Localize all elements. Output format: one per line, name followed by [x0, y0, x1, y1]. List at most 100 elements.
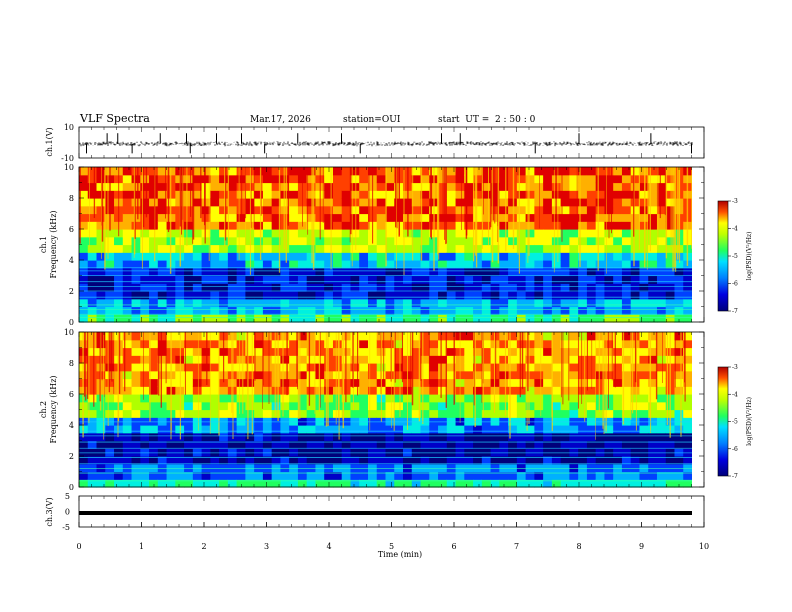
spectrogram-cell	[411, 456, 422, 465]
spectrogram-cell	[315, 479, 325, 488]
spectrogram-cell	[262, 355, 273, 364]
spectrogram-cell	[184, 425, 194, 434]
spectrogram-cell	[114, 425, 124, 434]
spectrogram-cell	[613, 306, 623, 315]
spectrogram-cell	[508, 221, 518, 230]
spectrogram-cell	[271, 252, 282, 261]
spectrogram-cell	[595, 221, 606, 230]
spectrogram-cell	[586, 314, 597, 323]
spectrogram-cell	[359, 339, 369, 349]
spectrogram-cell	[359, 386, 369, 395]
spectrogram-cell	[543, 355, 553, 364]
spectrogram-cell	[166, 440, 176, 449]
spectrogram-cell	[683, 355, 693, 364]
spectrogram-cell	[394, 432, 404, 442]
spectrogram-cell	[630, 417, 641, 426]
spectrogram-cell	[665, 275, 676, 284]
spectrogram-cell	[490, 471, 500, 480]
spectrogram-cell	[525, 347, 535, 356]
spectrogram-cell	[394, 471, 404, 480]
spectrogram-cell	[385, 306, 395, 315]
spectrogram-cell	[481, 283, 492, 292]
spectrogram-cell	[490, 425, 500, 434]
spectrogram-cell	[271, 355, 282, 364]
spectrogram-cell	[578, 298, 588, 308]
spectrogram-cell	[87, 347, 98, 356]
ch1-waveform-trace	[79, 141, 693, 147]
spectrogram-cell	[543, 417, 553, 426]
spectrogram-cell	[621, 471, 632, 480]
spectrogram-cell	[534, 167, 544, 176]
spectrogram-cell	[560, 306, 570, 315]
spectrogram-cell	[79, 205, 89, 215]
spectrogram-cell	[560, 339, 570, 349]
spectrogram-cell	[621, 440, 632, 449]
spectrogram-cell	[262, 291, 273, 300]
spectrogram-cell	[648, 167, 658, 176]
spectrogram-cell	[201, 260, 211, 269]
spectrogram-cell	[254, 205, 264, 215]
spectrogram-cell	[595, 463, 606, 473]
spectrogram-cell	[595, 229, 606, 238]
spectrogram-cell	[87, 291, 98, 300]
spectrogram-cell	[621, 252, 632, 261]
spectrogram-cell	[543, 314, 553, 323]
spectrogram-cell	[140, 347, 150, 356]
spectrogram-cell	[420, 332, 430, 341]
spectrogram-cell	[289, 463, 299, 473]
spectrogram-cell	[192, 448, 203, 457]
spectrogram-cell	[210, 291, 220, 300]
spectrogram-cell	[227, 479, 238, 488]
spectrogram-cell	[394, 370, 404, 380]
spectrogram-cell	[674, 347, 684, 356]
spectrogram-cell	[280, 347, 290, 356]
ch1-spectrogram-ytick: 10	[64, 163, 74, 172]
spectrogram-cell	[297, 275, 308, 284]
spectrogram-cell	[621, 417, 632, 426]
spectrogram-cell	[674, 409, 684, 418]
spectrogram-cell	[245, 432, 255, 442]
spectrogram-cell	[289, 236, 299, 246]
spectrogram-cell	[446, 306, 457, 315]
spectrogram-cell	[376, 471, 387, 480]
spectrogram-cell	[262, 260, 273, 269]
spectrogram-cell	[350, 167, 360, 176]
spectrogram-cell	[359, 174, 369, 184]
spectrogram-cell	[543, 205, 553, 215]
spectrogram-cell	[481, 339, 492, 349]
spectrogram-cell	[367, 479, 378, 488]
spectrogram-cell	[551, 229, 562, 238]
spectrogram-cell	[595, 275, 606, 284]
spectrogram-cell	[341, 236, 352, 246]
spectrogram-cell	[604, 244, 614, 253]
spectrogram-cell	[350, 417, 360, 426]
spectrogram-cell	[385, 386, 395, 395]
spectrogram-cell	[499, 236, 509, 246]
spectrogram-cell	[149, 378, 159, 387]
spectrogram-cell	[516, 378, 527, 387]
spectrogram-cell	[96, 260, 106, 269]
spectrogram-cell	[586, 283, 597, 292]
spectrogram-cell	[586, 174, 597, 184]
spectrogram-cell	[630, 275, 641, 284]
spectrogram-cell	[359, 190, 369, 199]
spectrogram-cell	[438, 339, 448, 349]
spectrogram-cell	[446, 370, 457, 380]
spectrogram-cell	[122, 291, 133, 300]
spectrogram-cell	[289, 182, 299, 191]
spectrogram-cell	[114, 306, 124, 315]
spectrogram-cell	[639, 347, 649, 356]
spectrogram-cell	[683, 479, 693, 488]
spectrogram-cell	[140, 463, 150, 473]
spectrogram-cell	[683, 275, 693, 284]
spectrogram-cell	[149, 298, 159, 308]
spectrogram-cell	[683, 409, 693, 418]
spectrogram-cell	[560, 205, 570, 215]
spectrogram-cell	[656, 174, 667, 184]
spectrogram-cell	[438, 425, 448, 434]
spectrogram-cell	[516, 252, 527, 261]
spectrogram-cell	[630, 244, 641, 253]
spectrogram-cell	[604, 401, 614, 411]
spectrogram-cell	[359, 425, 369, 434]
spectrogram-cell	[429, 409, 439, 418]
